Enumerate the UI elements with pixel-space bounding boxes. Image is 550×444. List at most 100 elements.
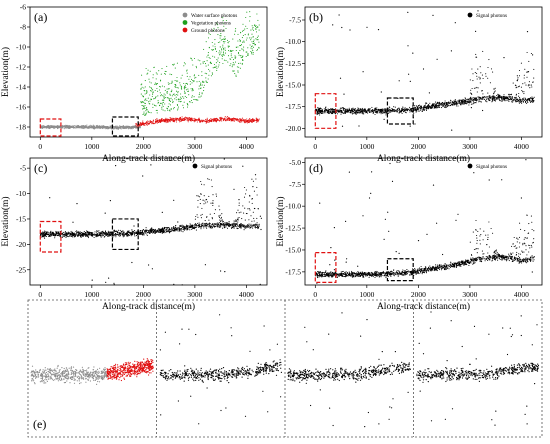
photon (481, 90, 483, 92)
photon (219, 120, 221, 122)
photon (235, 222, 237, 224)
photon (168, 231, 171, 233)
photon (44, 230, 46, 232)
photon (206, 227, 208, 229)
photon (493, 91, 495, 93)
photon (140, 230, 142, 232)
photon (529, 84, 531, 86)
photon (176, 76, 178, 79)
photon (410, 109, 412, 111)
photon (225, 60, 227, 62)
photon (497, 96, 499, 98)
photon (179, 84, 181, 86)
photon (145, 110, 147, 112)
photon (74, 127, 76, 129)
photon (407, 109, 409, 111)
noise-photon (377, 29, 380, 31)
photon (361, 110, 364, 112)
photon (39, 234, 42, 236)
photon (470, 103, 472, 105)
photon (355, 111, 358, 113)
photon (378, 108, 380, 110)
photon (184, 92, 187, 94)
photon (85, 125, 87, 127)
photon (121, 126, 123, 128)
photon (92, 124, 94, 126)
photon (192, 227, 195, 230)
photon (175, 90, 178, 92)
noise-photon (407, 11, 409, 13)
photon (255, 31, 258, 33)
photon (453, 102, 455, 104)
photon (487, 77, 489, 79)
photon (466, 101, 468, 103)
photon (189, 225, 191, 227)
photon (238, 54, 240, 56)
photon (257, 26, 259, 28)
photon (172, 94, 174, 96)
photon (318, 111, 320, 113)
photon (212, 45, 214, 47)
photon (431, 106, 434, 108)
photon (175, 96, 177, 98)
photon (148, 101, 150, 103)
photon (230, 120, 232, 122)
photon (493, 97, 495, 99)
photon (224, 226, 226, 228)
photon (228, 45, 230, 47)
photon (229, 119, 231, 122)
photon (95, 231, 98, 233)
photon (77, 125, 80, 127)
photon (85, 232, 87, 234)
photon (69, 127, 71, 129)
noise-photon (503, 57, 505, 59)
photon (171, 82, 173, 84)
photon (237, 52, 240, 54)
photon (244, 186, 246, 189)
photon (54, 237, 56, 239)
photon (348, 107, 350, 109)
photon (220, 220, 222, 222)
photon (173, 226, 175, 228)
photon (453, 101, 455, 103)
photon (320, 112, 322, 114)
photon (391, 109, 393, 111)
photon (528, 81, 530, 83)
series-2-points (135, 115, 260, 128)
photon (250, 121, 252, 123)
photon (526, 76, 528, 78)
photon (470, 98, 472, 100)
photon (388, 108, 390, 110)
photon (399, 110, 401, 112)
photon (243, 46, 245, 48)
photon (133, 234, 136, 236)
photon (528, 60, 530, 62)
photon (159, 120, 161, 122)
photon (157, 119, 159, 121)
photon (468, 99, 470, 101)
photon (64, 126, 66, 128)
photon (193, 80, 195, 82)
photon (410, 110, 412, 112)
photon (251, 178, 253, 180)
photon (173, 63, 175, 65)
photon (143, 108, 145, 110)
photon (224, 52, 227, 54)
photon (222, 48, 225, 50)
photon (174, 119, 176, 121)
photon (205, 223, 207, 225)
noise-photon (383, 118, 385, 120)
photon (162, 119, 164, 121)
photon (222, 17, 224, 19)
photon (200, 84, 202, 86)
photon (447, 105, 449, 107)
photon (213, 27, 215, 29)
photon (245, 16, 247, 19)
photon (327, 108, 329, 110)
photon (245, 39, 248, 41)
photon (128, 127, 130, 129)
photon (169, 82, 171, 85)
photon (159, 92, 161, 94)
photon (517, 78, 519, 80)
photon (320, 108, 322, 110)
